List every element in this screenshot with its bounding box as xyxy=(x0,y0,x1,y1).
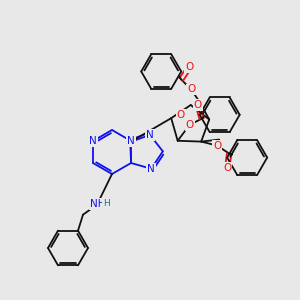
Text: O: O xyxy=(194,100,202,110)
Text: O: O xyxy=(223,163,231,172)
Text: O: O xyxy=(187,85,195,94)
Text: N: N xyxy=(89,136,97,146)
Text: H: H xyxy=(103,199,110,208)
Text: O: O xyxy=(186,120,194,130)
Text: N: N xyxy=(127,136,135,146)
Text: O: O xyxy=(177,110,185,120)
Text: NH: NH xyxy=(90,199,106,209)
Text: N: N xyxy=(146,130,154,140)
Text: N: N xyxy=(147,164,155,174)
Text: O: O xyxy=(185,62,194,73)
Text: O: O xyxy=(213,141,221,151)
